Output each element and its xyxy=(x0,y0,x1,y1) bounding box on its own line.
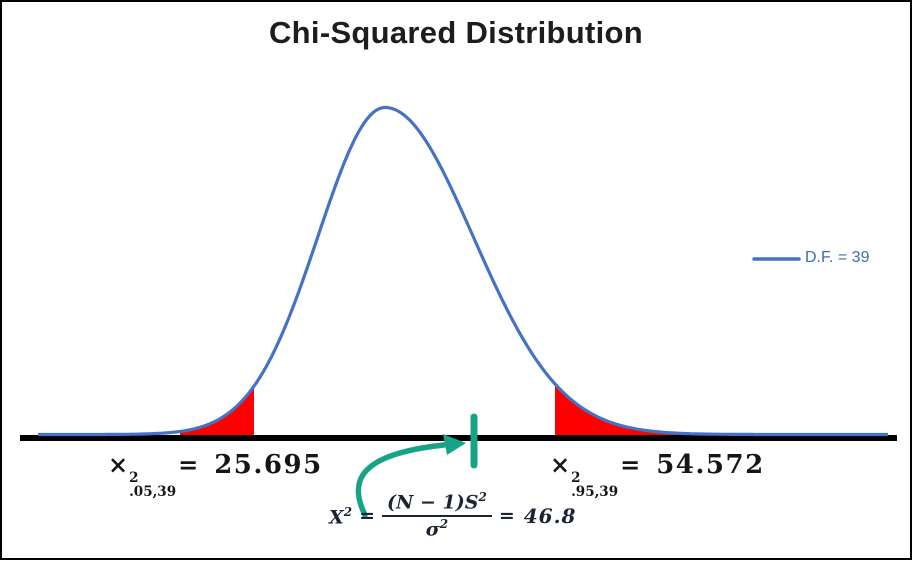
denominator-exponent: 2 xyxy=(439,517,449,532)
chi-scripts: 2.05,39 xyxy=(129,470,177,501)
chart-title: Chi-Squared Distribution xyxy=(268,15,644,50)
formula-result: 46.8 xyxy=(523,504,577,529)
chi-exponent: 2 xyxy=(571,470,581,486)
numerator-text: (N − 1)S xyxy=(387,491,479,514)
formula-numerator: (N − 1)S2 xyxy=(382,490,492,518)
equals-sign: = xyxy=(178,450,199,479)
formula-lhs: X2 xyxy=(329,505,352,528)
distribution-curve xyxy=(38,105,888,437)
arrow-head-icon xyxy=(442,434,466,455)
formula-fraction: (N − 1)S2 σ2 xyxy=(382,490,492,541)
equals-sign: = xyxy=(620,450,641,479)
chi-symbol: × xyxy=(108,450,129,479)
chi-exponent: 2 xyxy=(129,470,139,486)
formula-equals-1: = xyxy=(359,505,376,528)
chi-subscript: .95,39 xyxy=(571,484,619,501)
formula-equals-2: = xyxy=(498,505,515,528)
test-statistic-formula: X2 = (N − 1)S2 σ2 = 46.8 xyxy=(329,490,577,541)
upper-critical-label: × 2.95,39 = 54.572 xyxy=(550,450,765,499)
curved-arrow xyxy=(355,442,447,518)
left-tail-shade xyxy=(180,386,254,436)
critical-value: 25.695 xyxy=(214,450,323,480)
numerator-exponent: 2 xyxy=(478,490,487,504)
denominator-text: σ xyxy=(425,518,440,541)
legend-label: D.F. = 39 xyxy=(805,249,870,266)
right-tail-shade xyxy=(555,383,714,436)
formula-lhs-exponent: 2 xyxy=(343,504,353,519)
lower-critical-label: × 2.05,39 = 25.695 xyxy=(108,450,323,499)
chi-scripts: 2.95,39 xyxy=(571,470,619,501)
chi-subscript: .05,39 xyxy=(129,484,177,501)
x-axis-line xyxy=(20,435,897,441)
chi-symbol: × xyxy=(550,450,571,479)
formula-denominator: σ2 xyxy=(426,517,448,541)
formula-lhs-symbol: X xyxy=(329,505,344,528)
critical-value: 54.572 xyxy=(656,450,765,480)
